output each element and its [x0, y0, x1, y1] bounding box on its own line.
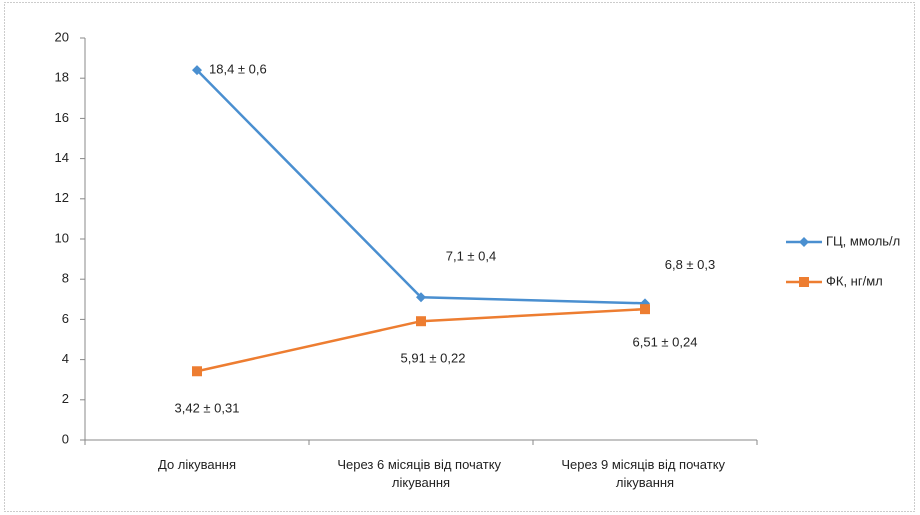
point	[640, 304, 650, 315]
series-line	[196, 69, 646, 305]
point	[416, 316, 426, 327]
point	[192, 366, 202, 377]
x-tick-label-line: Через 6 місяців від початку	[337, 457, 504, 472]
y-tick-label: 4	[62, 351, 69, 366]
legend-label: ФК, нг/мл	[826, 273, 883, 288]
data-label: 18,4 ± 0,6	[209, 62, 267, 77]
legend-marker	[799, 237, 809, 247]
x-tick-label: Через 6 місяців від початку лікування	[337, 457, 504, 490]
x-tick-label: До лікування	[158, 457, 236, 472]
x-tick-label-line: До лікування	[158, 457, 236, 472]
y-tick-label: 2	[62, 391, 69, 406]
y-tick-label: 6	[62, 311, 69, 326]
x-tick-label-line: Через 9 місяців від початку	[561, 457, 728, 472]
y-tick-label: 10	[55, 230, 69, 245]
data-label: 6,51 ± 0,24	[633, 335, 698, 350]
y-tick-label: 0	[62, 431, 69, 446]
x-tick-label: Через 9 місяців від початку лікування	[561, 457, 728, 490]
data-label: 5,91 ± 0,22	[401, 351, 466, 366]
y-tick-label: 18	[55, 70, 69, 85]
data-label: 7,1 ± 0,4	[446, 249, 497, 264]
data-label: 3,42 ± 0,31	[175, 401, 240, 416]
data-label: 6,8 ± 0,3	[665, 257, 716, 272]
legend-label: ГЦ, ммоль/л	[826, 233, 900, 248]
y-tick-label: 12	[55, 190, 69, 205]
point	[416, 292, 426, 303]
point	[192, 65, 202, 76]
y-tick-label: 20	[55, 29, 69, 44]
frame	[4, 2, 915, 512]
y-tick-label: 16	[55, 110, 69, 125]
x-tick-label-line: лікування	[392, 475, 450, 490]
x-tick-label-line: лікування	[616, 475, 674, 490]
y-tick-label: 8	[62, 271, 69, 286]
y-tick-label: 14	[55, 150, 69, 165]
legend-marker	[799, 277, 809, 287]
